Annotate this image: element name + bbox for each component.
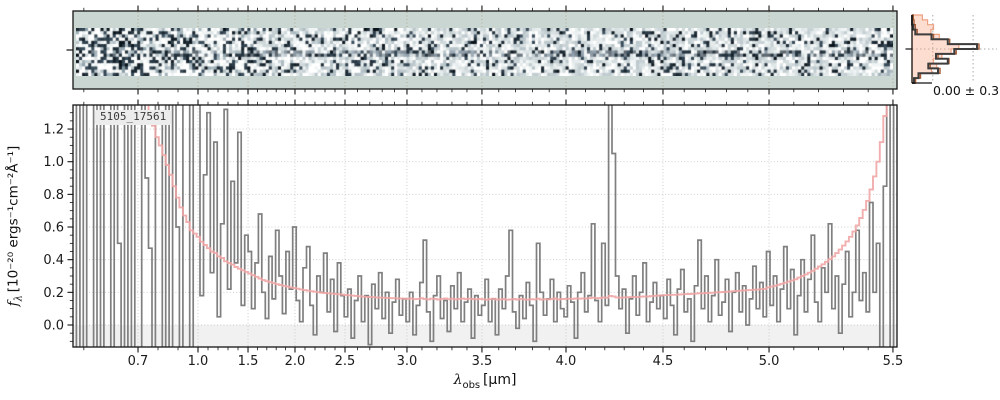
x-axis-label: λobs [μm] [454, 372, 517, 391]
noise-stats-label: 0.00 ± 0.30 [933, 83, 1000, 98]
y-tick-label: 1.2 [43, 123, 64, 138]
x-tick-label: 4.0 [556, 354, 577, 369]
x-axis-subscript: obs [462, 379, 481, 391]
flux-line [75, 105, 895, 347]
plot-background [73, 105, 897, 347]
x-tick-label: 5.0 [759, 354, 780, 369]
x-tick-label: 1.0 [188, 354, 209, 369]
y-tick-label: 0.0 [43, 319, 64, 334]
y-axis-label: fλ [10⁻²⁰ ergs⁻¹cm⁻²Å⁻¹] [6, 146, 25, 307]
y-tick-label: 0.2 [43, 286, 64, 301]
y-axis-subscript: λ [13, 294, 25, 302]
hist-valid-pixels [911, 15, 978, 84]
y-tick-label: 0.8 [43, 188, 64, 203]
y-tick-label: 0.6 [43, 221, 64, 236]
x-tick-label: 1.5 [238, 354, 259, 369]
x-tick-label: 0.7 [128, 354, 149, 369]
x-axis-symbol: λ [453, 372, 463, 388]
x-tick-label: 3.5 [472, 354, 493, 369]
uncertainty-line [144, 105, 888, 301]
y-axis-unit: [10⁻²⁰ ergs⁻¹cm⁻²Å⁻¹] [5, 145, 22, 293]
y-tick-label: 0.4 [43, 253, 64, 268]
x-axis-unit: [μm] [482, 372, 517, 388]
x-tick-label: 5.5 [883, 354, 904, 369]
x-tick-label: 2.0 [285, 354, 306, 369]
x-tick-label: 3.0 [397, 354, 418, 369]
y-axis-symbol: f [5, 301, 22, 307]
spectrum-2d-image [76, 28, 893, 76]
x-tick-label: 4.5 [653, 354, 674, 369]
x-tick-label: 2.5 [335, 354, 356, 369]
source-id-label: 5105_17561 [95, 110, 172, 126]
below-zero-band [73, 325, 897, 347]
plot-border [72, 104, 898, 348]
y-tick-label: 1.0 [43, 155, 64, 170]
